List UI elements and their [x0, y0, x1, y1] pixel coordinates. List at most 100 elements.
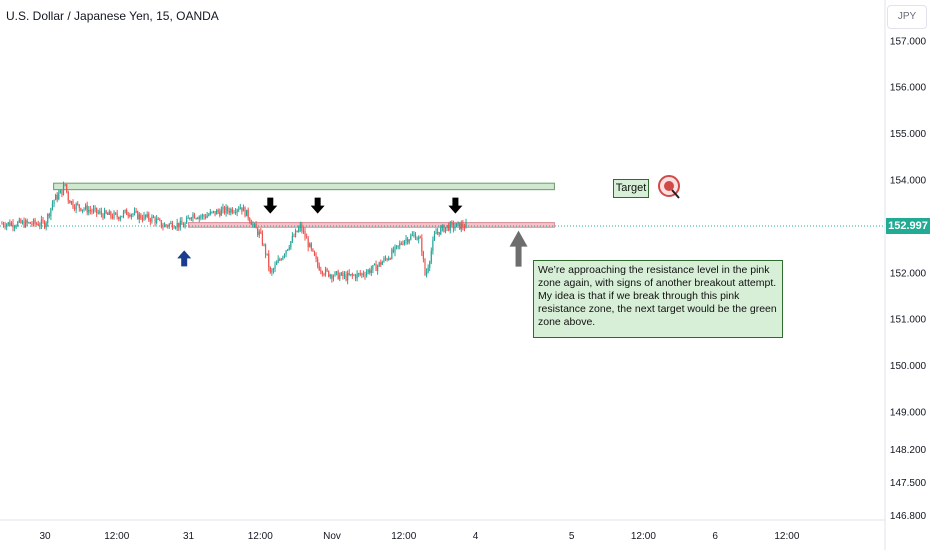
candle-body	[342, 272, 344, 277]
chart-title: U.S. Dollar / Japanese Yen, 15, OANDA	[6, 9, 219, 23]
resistance-down-arrow[interactable]	[263, 197, 278, 214]
candle-body	[29, 222, 31, 224]
candle-body	[386, 258, 388, 261]
candle-body	[446, 225, 448, 228]
candle-body	[239, 207, 241, 210]
candle-body	[214, 210, 216, 215]
candle-body	[18, 219, 20, 223]
candle-body	[388, 258, 390, 261]
candle-body	[148, 213, 150, 220]
y-tick-label: 150.000	[890, 361, 927, 372]
candle-body	[209, 211, 211, 215]
candle-body	[113, 212, 115, 219]
support-up-arrow[interactable]	[177, 250, 192, 267]
candle-body	[280, 259, 282, 261]
candle-body	[244, 207, 246, 217]
candle-body	[157, 218, 159, 220]
candle-body	[50, 208, 52, 217]
candle-body	[264, 244, 267, 255]
candle-body	[47, 214, 49, 223]
candle-body	[290, 241, 292, 248]
candle-body	[351, 274, 353, 276]
candle-body	[416, 239, 418, 241]
x-tick-label: 31	[183, 531, 195, 542]
candle-body	[186, 218, 188, 224]
resistance-zone[interactable]	[188, 222, 555, 228]
resistance-down-arrow[interactable]	[310, 197, 325, 214]
candle-body	[130, 214, 132, 217]
candle-body	[306, 237, 308, 239]
candle-body	[408, 239, 410, 243]
candle-body	[67, 191, 69, 201]
currency-unit-button[interactable]: JPY	[887, 5, 927, 29]
candle-body	[73, 207, 76, 210]
candle-body	[255, 223, 257, 229]
candle-body	[223, 207, 226, 214]
candle-body	[358, 273, 360, 275]
candle-body	[380, 262, 382, 265]
candle-body	[242, 207, 245, 212]
candle-body	[105, 210, 107, 214]
candle-body	[347, 273, 349, 281]
candle-body	[32, 219, 35, 225]
candle-body	[299, 224, 301, 229]
resistance-down-arrow[interactable]	[448, 197, 463, 214]
candle-body	[383, 258, 385, 262]
candle-body	[151, 216, 153, 222]
candle-body	[266, 253, 268, 255]
candle-body	[258, 231, 260, 235]
candle-body	[137, 211, 139, 220]
candle-body	[107, 213, 109, 215]
candle-body	[335, 271, 338, 273]
candle-body	[15, 226, 17, 228]
candle-body	[422, 252, 425, 260]
candle-body	[427, 267, 429, 272]
y-tick-label: 151.000	[890, 315, 927, 326]
candle-body	[100, 211, 102, 215]
candle-body	[399, 243, 401, 246]
candle-body	[257, 228, 259, 235]
candle-body	[144, 214, 147, 217]
candle-body	[23, 221, 25, 228]
candle-body	[437, 231, 439, 233]
candle-body	[220, 209, 222, 216]
candle-body	[302, 231, 305, 233]
candle-body	[356, 273, 358, 279]
candle-body	[407, 238, 409, 243]
candle-body	[146, 213, 148, 217]
candle-body	[83, 208, 85, 210]
candle-body	[463, 227, 466, 229]
breakout-up-arrow[interactable]	[509, 230, 528, 267]
target-zone[interactable]	[53, 182, 555, 191]
candle-body	[397, 245, 399, 247]
candle-body	[119, 217, 121, 220]
candle-body	[34, 219, 36, 224]
x-tick-label: Nov	[323, 531, 341, 542]
candle-body	[345, 274, 347, 281]
target-label: Target	[613, 179, 649, 198]
candle-body	[337, 271, 339, 280]
candle-body	[403, 240, 406, 245]
candle-body	[433, 234, 436, 241]
candle-body	[56, 194, 58, 200]
candle-body	[217, 210, 219, 212]
candle-body	[168, 223, 170, 227]
candle-body	[457, 222, 459, 224]
candle-body	[429, 261, 431, 268]
candle-body	[37, 223, 39, 226]
candle-body	[174, 227, 177, 229]
candle-body	[359, 273, 361, 275]
candle-body	[45, 222, 47, 228]
candle-body	[321, 271, 323, 275]
candle-body	[102, 214, 104, 219]
candle-body	[389, 258, 391, 260]
candle-body	[449, 222, 451, 231]
candle-body	[348, 273, 350, 275]
candle-body	[231, 208, 234, 213]
candle-body	[329, 274, 331, 277]
candle-body	[152, 216, 155, 218]
candle-body	[291, 236, 293, 242]
candle-body	[192, 214, 194, 218]
